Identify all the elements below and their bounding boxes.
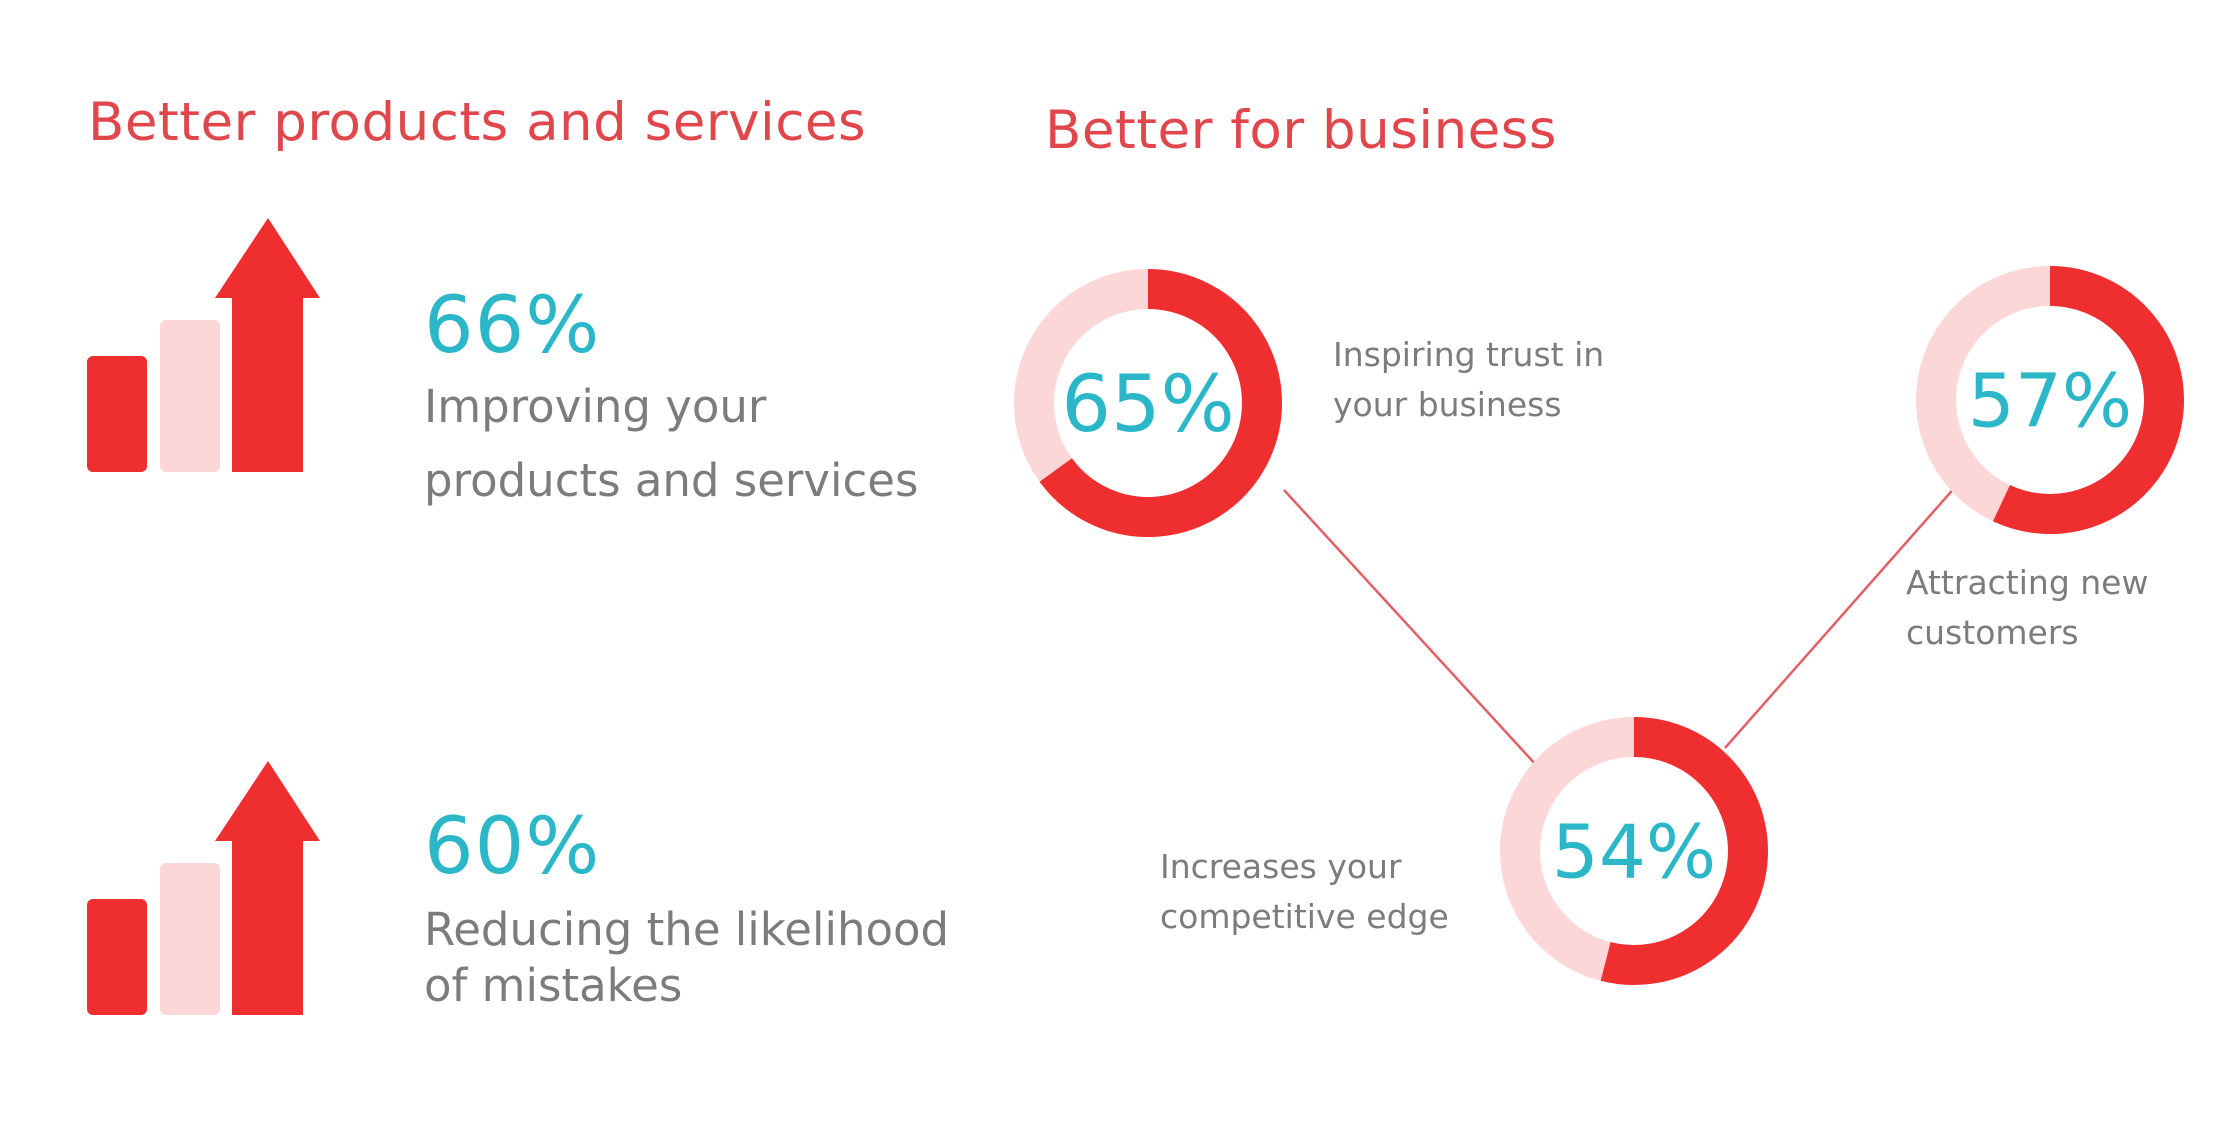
heading-better-business: Better for business (1045, 100, 1557, 161)
caption-line: Attracting new (1906, 563, 2149, 602)
donut-percent-label: 54% (1552, 810, 1716, 896)
connector-line (1283, 489, 1549, 779)
desc-line: of mistakes (424, 959, 683, 1012)
stat-percent-improving: 66% (424, 281, 601, 371)
donut-competitive-edge: 54% (1500, 717, 1768, 985)
donut-caption-trust: Inspiring trust in your business (1333, 330, 1604, 430)
connector-line (1724, 484, 1958, 749)
bar-chart-arrow-icon (87, 218, 320, 472)
caption-line: Increases your (1160, 847, 1402, 886)
stat-description-improving: Improving your products and services (424, 370, 918, 518)
donut-fill-segment (1992, 266, 2184, 534)
donut-new-customers: 57% (1916, 266, 2184, 534)
donut-fill-segment (1600, 717, 1768, 985)
donut-percent-label: 65% (1061, 360, 1234, 450)
caption-line: customers (1906, 613, 2079, 652)
caption-line: your business (1333, 385, 1562, 424)
desc-line: Improving your (424, 380, 767, 433)
heading-better-products: Better products and services (88, 92, 867, 153)
donut-fill-segment (1039, 269, 1282, 537)
stat-description-mistakes: Reducing the likelihood of mistakes (424, 902, 949, 1014)
caption-line: competitive edge (1160, 897, 1449, 936)
donut-percent-label: 57% (1968, 359, 2132, 445)
donut-caption-edge: Increases your competitive edge (1160, 842, 1449, 942)
desc-line: products and services (424, 454, 919, 507)
donut-trust: 65% (1014, 269, 1282, 537)
donut-caption-customers: Attracting new customers (1906, 558, 2148, 658)
caption-line: Inspiring trust in (1333, 335, 1605, 374)
desc-line: Reducing the likelihood (424, 903, 950, 956)
bar-chart-arrow-icon (87, 761, 320, 1015)
stat-percent-mistakes: 60% (424, 802, 601, 892)
